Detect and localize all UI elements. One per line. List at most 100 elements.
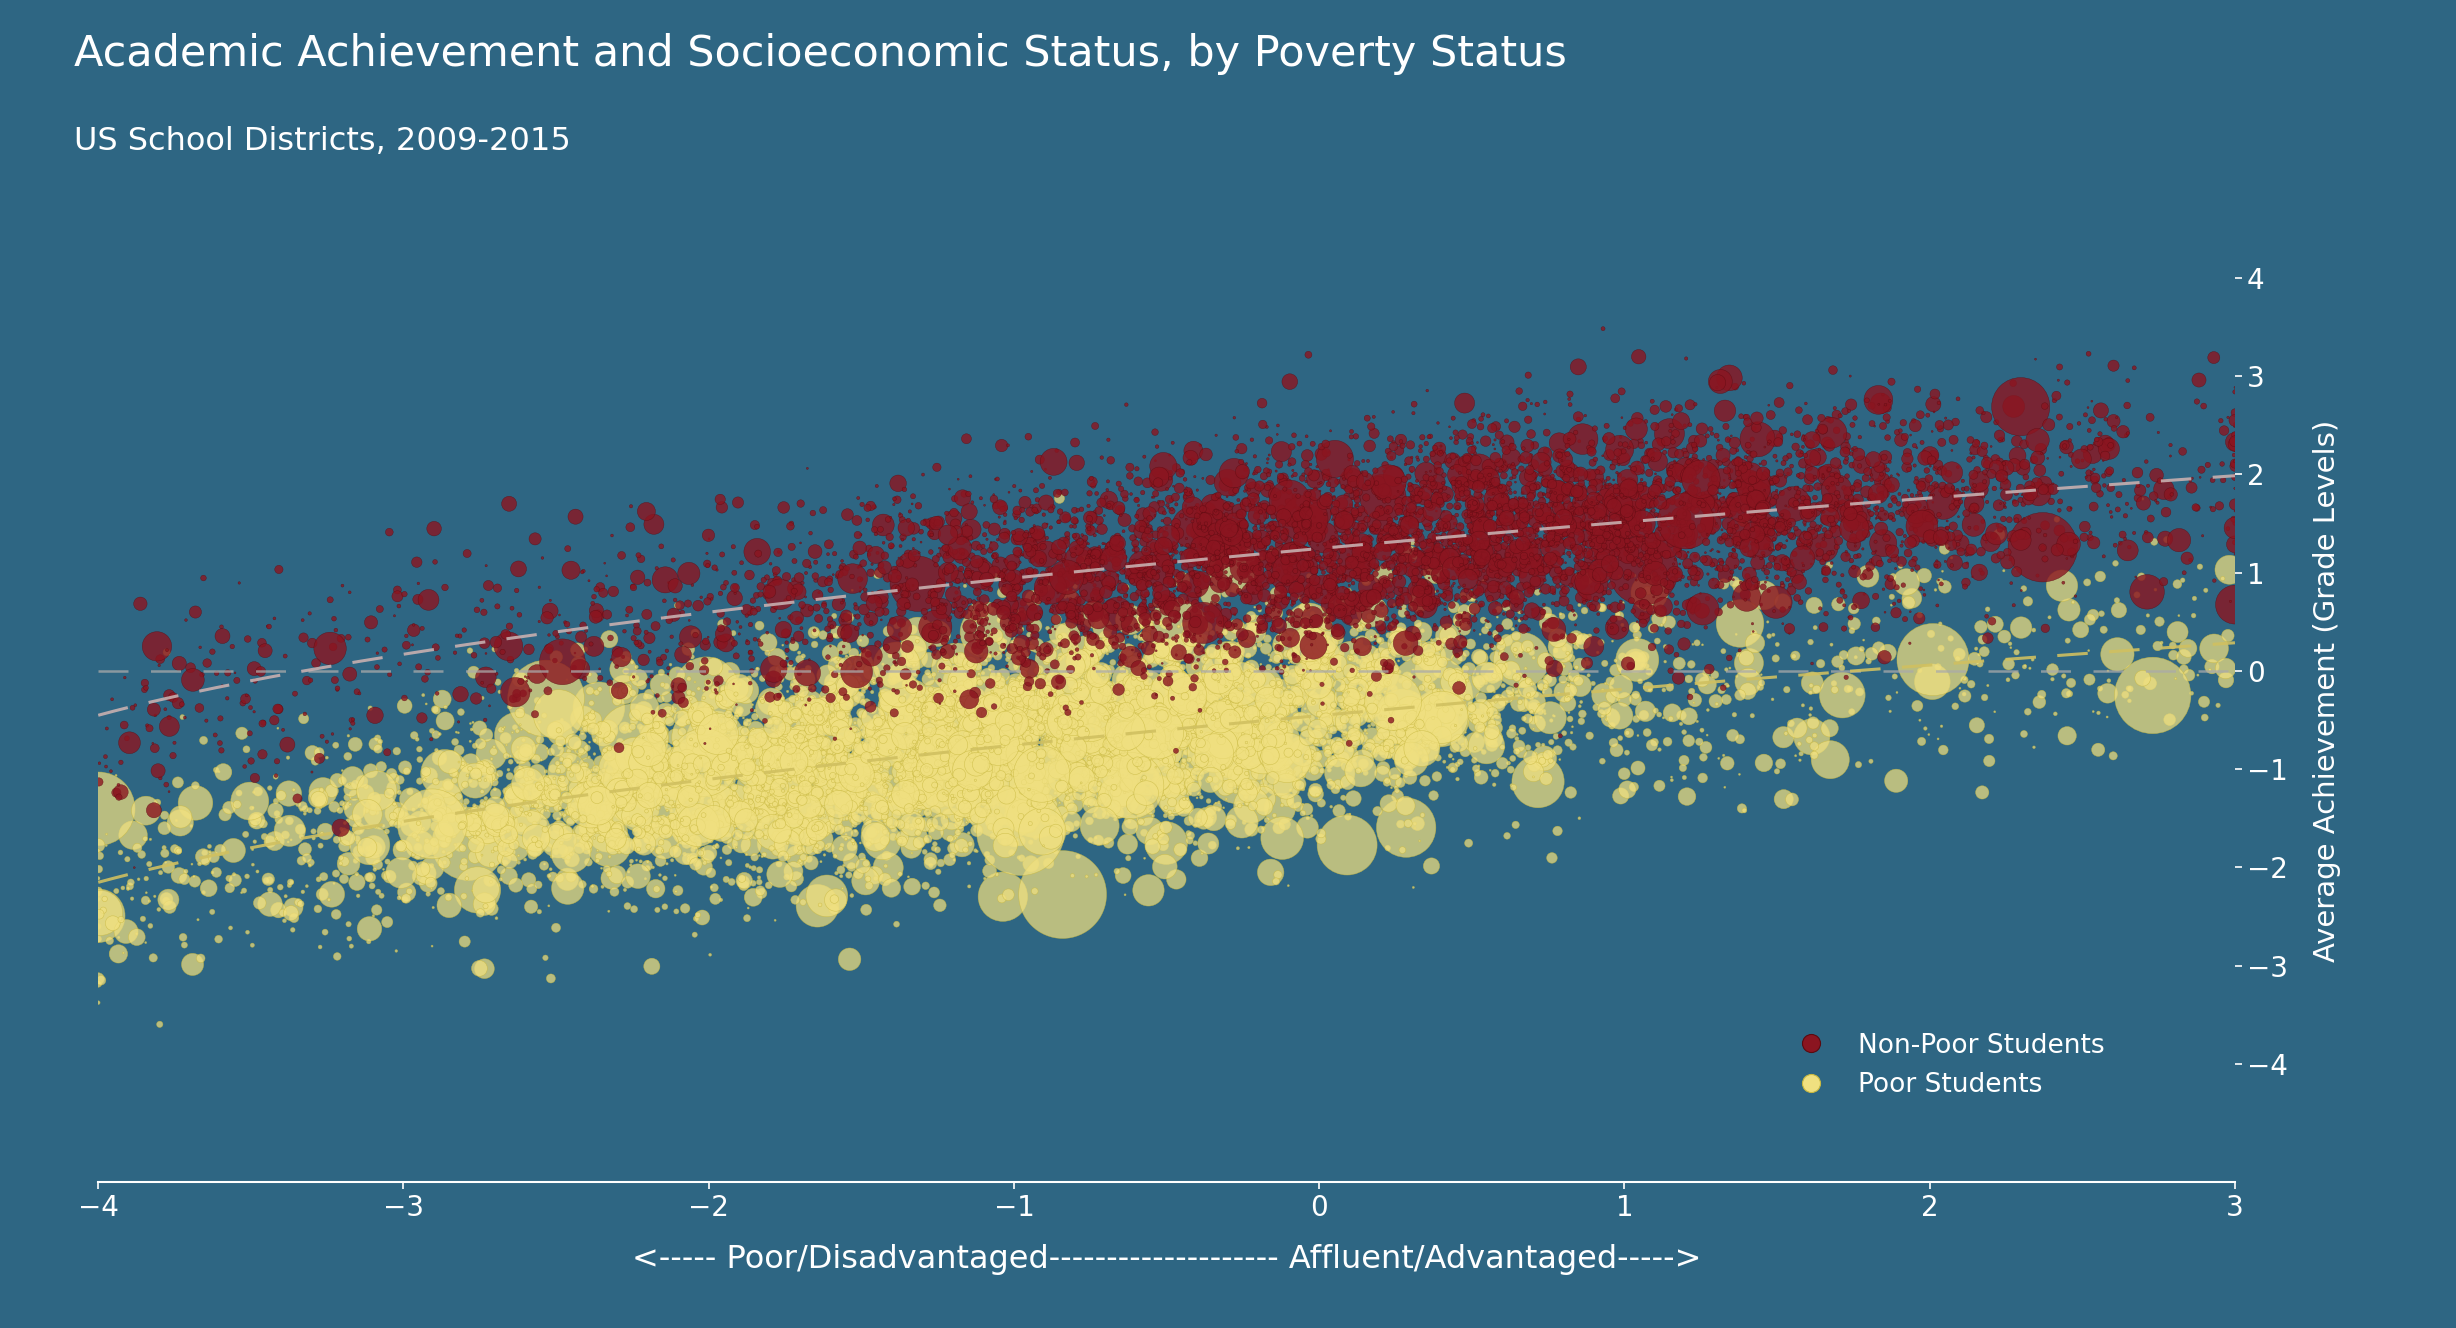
Point: [1284, 507, 1324, 529]
Point: [892, 730, 931, 752]
Point: [1012, 853, 1051, 874]
Point: [1447, 448, 1486, 469]
Point: [749, 713, 788, 734]
Point: [1147, 562, 1186, 583]
Point: [1415, 696, 1454, 717]
Point: [894, 538, 933, 559]
Point: [754, 661, 793, 683]
Point: [936, 685, 975, 706]
Point: [899, 738, 938, 760]
Point: [1341, 631, 1380, 652]
Point: [454, 736, 494, 757]
Point: [2110, 679, 2149, 700]
Point: [941, 671, 980, 692]
Point: [695, 761, 734, 782]
Point: [1162, 576, 1201, 598]
Point: [779, 785, 818, 806]
Point: [1375, 547, 1415, 568]
Point: [609, 599, 648, 620]
Point: [1348, 473, 1388, 494]
Point: [616, 834, 656, 855]
Point: [820, 793, 860, 814]
Point: [1142, 786, 1181, 807]
Point: [923, 742, 963, 764]
Point: [329, 914, 368, 935]
Point: [1218, 794, 1257, 815]
Point: [1859, 393, 1898, 414]
Point: [530, 968, 570, 989]
Point: [931, 703, 970, 724]
Point: [1383, 436, 1422, 457]
Point: [1211, 570, 1250, 591]
Point: [499, 725, 538, 746]
Point: [1827, 448, 1867, 469]
Point: [904, 721, 943, 742]
Point: [1712, 461, 1751, 482]
Point: [1103, 668, 1142, 689]
Point: [739, 786, 779, 807]
Point: [558, 752, 597, 773]
Point: [1194, 667, 1233, 688]
Point: [845, 644, 884, 665]
Point: [1650, 546, 1690, 567]
Point: [550, 748, 589, 769]
Point: [1697, 515, 1736, 537]
Point: [1827, 540, 1867, 562]
Point: [923, 640, 963, 661]
Point: [882, 547, 921, 568]
Point: [1206, 583, 1245, 604]
Point: [1714, 544, 1754, 566]
Point: [1871, 371, 1911, 392]
Point: [840, 668, 879, 689]
Point: [1063, 769, 1103, 790]
Point: [1115, 713, 1154, 734]
Point: [1024, 515, 1063, 537]
Point: [1962, 616, 2002, 637]
Point: [1095, 744, 1135, 765]
Point: [1130, 637, 1169, 659]
Point: [1464, 530, 1503, 551]
Point: [1813, 513, 1852, 534]
Point: [1071, 513, 1110, 534]
Point: [1790, 533, 1830, 554]
Point: [587, 604, 626, 625]
Point: [1589, 614, 1628, 635]
Point: [1898, 608, 1938, 629]
Point: [1324, 741, 1363, 762]
Point: [1628, 490, 1668, 511]
Point: [1309, 442, 1348, 463]
Point: [1415, 618, 1454, 639]
Point: [1584, 571, 1623, 592]
Point: [1012, 461, 1051, 482]
Point: [1655, 466, 1695, 487]
Point: [1110, 643, 1149, 664]
Point: [818, 566, 857, 587]
Point: [973, 668, 1012, 689]
Point: [1744, 537, 1783, 558]
Point: [1174, 625, 1213, 647]
Point: [1444, 611, 1483, 632]
Point: [1226, 556, 1265, 578]
Point: [1383, 620, 1422, 641]
Point: [2041, 356, 2080, 377]
Point: [960, 729, 1000, 750]
Point: [747, 825, 786, 846]
Point: [970, 850, 1009, 871]
Point: [1871, 540, 1911, 562]
Point: [2122, 489, 2161, 510]
Point: [1498, 507, 1537, 529]
Point: [756, 560, 796, 582]
Point: [1007, 652, 1046, 673]
Point: [501, 703, 540, 724]
Point: [894, 661, 933, 683]
Point: [1115, 695, 1154, 716]
Point: [1071, 482, 1110, 503]
Point: [1530, 526, 1569, 547]
Point: [467, 788, 506, 809]
Point: [1068, 782, 1108, 803]
Point: [1044, 595, 1083, 616]
Point: [560, 774, 599, 795]
Point: [825, 778, 865, 799]
Point: [1302, 648, 1341, 669]
Point: [670, 821, 710, 842]
